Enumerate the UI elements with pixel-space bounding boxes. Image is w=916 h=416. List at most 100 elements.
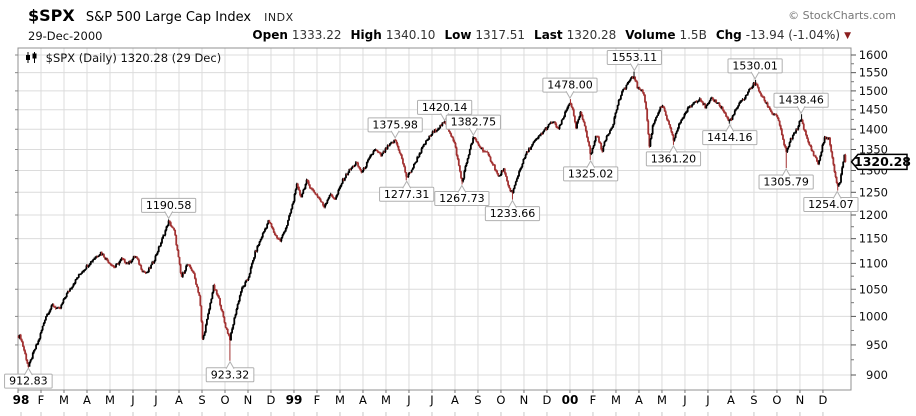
candle-body bbox=[157, 246, 160, 252]
candle-body bbox=[560, 119, 563, 125]
candle-body bbox=[626, 83, 629, 85]
candle-body bbox=[552, 121, 554, 123]
candle-body bbox=[198, 292, 201, 296]
candle-body bbox=[499, 175, 502, 177]
candle-body bbox=[468, 149, 471, 156]
candle-body bbox=[826, 137, 829, 140]
candle-body bbox=[211, 292, 214, 299]
candle-body bbox=[398, 150, 401, 154]
candle-body bbox=[538, 135, 541, 137]
candle-body bbox=[637, 87, 640, 89]
candle-body bbox=[645, 102, 647, 110]
candle-body bbox=[540, 133, 542, 136]
y-axis-label: 1050 bbox=[859, 282, 888, 296]
candle-body bbox=[822, 142, 825, 145]
candle-body bbox=[648, 134, 651, 147]
annotation-pointer bbox=[402, 180, 412, 189]
x-axis-month-label: J bbox=[406, 393, 410, 407]
candle-body bbox=[657, 112, 660, 116]
x-axis-month-label: M bbox=[105, 393, 115, 407]
last-price-label: 1320.28 bbox=[850, 153, 911, 171]
candle-body bbox=[197, 287, 200, 293]
candle-body bbox=[670, 127, 673, 132]
price-annotation: 1420.14 bbox=[417, 99, 473, 122]
candle-body bbox=[686, 107, 689, 112]
candle-body bbox=[435, 130, 438, 132]
candle-body bbox=[350, 167, 353, 170]
candle-body bbox=[484, 151, 486, 153]
candle-body bbox=[639, 89, 642, 91]
candle-body bbox=[442, 122, 445, 124]
candle-body bbox=[820, 151, 823, 156]
candle-body bbox=[525, 151, 528, 155]
candle-body bbox=[223, 316, 226, 323]
price-annotation: 1530.01 bbox=[727, 58, 783, 80]
candle-body bbox=[638, 87, 641, 90]
candle-body bbox=[167, 220, 170, 226]
candle-body bbox=[75, 278, 78, 280]
candle-body bbox=[741, 99, 744, 101]
candle-body bbox=[825, 137, 828, 139]
candle-body bbox=[656, 115, 658, 118]
annotation-label: 1382.75 bbox=[451, 116, 497, 129]
candle-body bbox=[138, 259, 140, 265]
candle-body bbox=[110, 264, 113, 266]
candle-body bbox=[417, 157, 420, 159]
price-annotation: 1267.73 bbox=[434, 184, 490, 206]
candle-body bbox=[249, 267, 252, 274]
candle-body bbox=[231, 328, 234, 333]
candle-body bbox=[380, 153, 382, 156]
candle-body bbox=[82, 271, 85, 273]
candle-body bbox=[474, 137, 477, 140]
candle-body bbox=[201, 321, 204, 339]
candle-body bbox=[49, 309, 52, 312]
candle-body bbox=[76, 277, 79, 279]
annotation-pointer bbox=[750, 71, 760, 80]
candle-body bbox=[501, 170, 504, 172]
candle-body bbox=[843, 154, 846, 162]
candle-body bbox=[553, 121, 555, 123]
candle-body bbox=[440, 125, 443, 127]
plot-frame bbox=[17, 47, 852, 391]
open-value: 1333.22 bbox=[291, 28, 342, 42]
candle-body bbox=[104, 257, 106, 260]
candle-body bbox=[363, 167, 366, 169]
y-axis-label: 900 bbox=[866, 368, 888, 382]
candle-body bbox=[26, 359, 29, 364]
candle-body bbox=[86, 265, 89, 267]
candle-body bbox=[119, 259, 122, 262]
candle-body bbox=[824, 137, 827, 139]
candle-body bbox=[475, 139, 478, 142]
low-label: Low bbox=[444, 28, 472, 42]
candle-body bbox=[242, 286, 244, 288]
candle-body bbox=[99, 252, 102, 255]
candle-body bbox=[253, 257, 255, 261]
candle-body bbox=[507, 181, 509, 186]
candle-body bbox=[325, 202, 328, 205]
candle-body bbox=[719, 105, 722, 108]
candle-body bbox=[549, 122, 552, 124]
candle-body bbox=[829, 137, 831, 146]
candle-body bbox=[303, 188, 306, 190]
candle-body bbox=[114, 267, 116, 269]
candle-body bbox=[279, 239, 282, 242]
candle-body bbox=[284, 227, 287, 232]
candle-body bbox=[565, 110, 568, 112]
candle-body bbox=[409, 172, 412, 174]
candle-body bbox=[423, 144, 426, 146]
candle-body bbox=[116, 263, 119, 265]
candle-body bbox=[92, 259, 94, 262]
candle-body bbox=[386, 145, 389, 149]
candle-body bbox=[701, 101, 703, 103]
candle-body bbox=[679, 122, 681, 124]
candle-body bbox=[765, 102, 768, 104]
candle-body bbox=[226, 329, 229, 334]
candle-body bbox=[229, 335, 231, 341]
candle-body bbox=[527, 148, 530, 152]
candle-body bbox=[335, 196, 338, 200]
title-row: $SPX S&P 500 Large Cap Index INDX © Stoc… bbox=[28, 6, 906, 25]
candle-body bbox=[333, 197, 335, 199]
candle-body bbox=[510, 190, 513, 192]
candle-body bbox=[84, 269, 87, 271]
candle-body bbox=[753, 83, 756, 85]
